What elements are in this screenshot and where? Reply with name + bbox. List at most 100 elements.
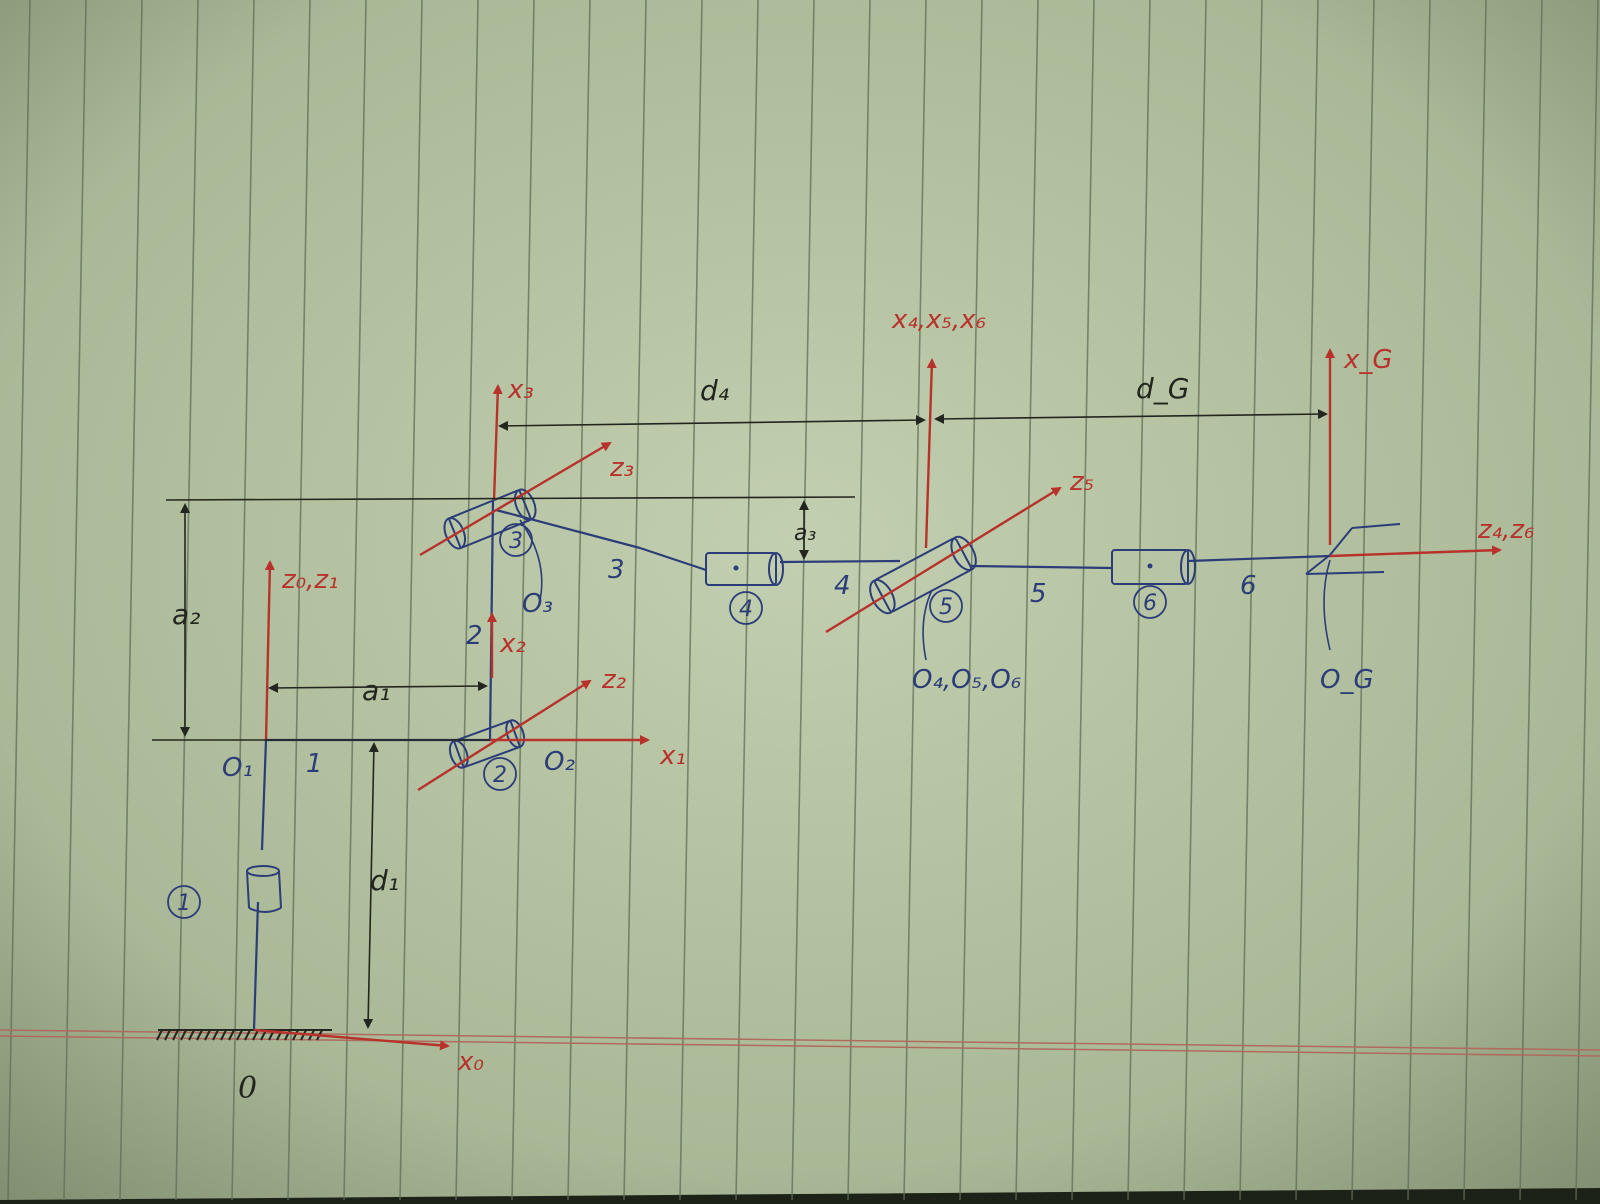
ground-hatch-mark: [172, 1029, 179, 1041]
ruling-line: [63, 0, 87, 1201]
z4-z6-axis: [1329, 545, 1502, 558]
ruling-line: [511, 0, 535, 1201]
ruling-line: [1575, 0, 1599, 1201]
ruling-line: [455, 0, 479, 1201]
joint-2-circle: [483, 757, 517, 791]
ruling-line: [735, 0, 759, 1201]
ruling-line: [1519, 0, 1543, 1201]
ruling-line: [567, 0, 591, 1201]
z0-z1-label: z₀,z₁: [281, 565, 338, 595]
ground-hatch-mark: [156, 1029, 163, 1041]
ground-hatch-mark: [244, 1029, 251, 1041]
ground-hatch-mark: [164, 1029, 171, 1041]
joint-2-cylinder: [448, 719, 526, 769]
ruling-line: [1407, 0, 1431, 1201]
notebook-ruling: [7, 0, 1599, 1201]
ruling-line: [1239, 0, 1263, 1201]
xg-label: x_G: [1343, 345, 1393, 375]
margin-line: [0, 1035, 1600, 1057]
link-6-number: 6: [1240, 571, 1257, 601]
origin-o456-label: O₄,O₅,O₆: [912, 665, 1021, 695]
ground-hatch-mark: [228, 1029, 235, 1041]
x3-axis: [492, 384, 503, 501]
z0-z1-axis: [264, 560, 275, 741]
x4-x5-x6-axis: [924, 358, 937, 549]
joint-3-number: 3: [509, 529, 523, 554]
ground-hatch-mark: [188, 1029, 195, 1041]
ground-hatch-mark: [212, 1029, 219, 1041]
link-4-number: 4: [834, 571, 851, 601]
link-5: [969, 564, 1113, 570]
d4-label: d₄: [700, 374, 729, 407]
joint-6-cylinder: [1111, 549, 1196, 585]
ruling-line: [231, 0, 255, 1201]
joint-5-circle: [929, 589, 963, 623]
a2-label: a₂: [172, 598, 200, 631]
dg-label: d_G: [1136, 372, 1189, 405]
link-1-vertical: [260, 739, 268, 851]
joint-2-number: 2: [493, 763, 507, 788]
ground-hatch-mark: [284, 1029, 291, 1041]
link-6: [1187, 554, 1331, 563]
link-3-number: 3: [608, 555, 625, 585]
ruling-line: [679, 0, 703, 1201]
ruling-line: [791, 0, 815, 1201]
ruling-line: [119, 0, 143, 1201]
joint-4-number: 4: [739, 597, 753, 622]
link-2-number: 2: [466, 621, 483, 651]
link-1-number: 1: [306, 749, 323, 779]
x0-label: x₀: [457, 1047, 484, 1077]
joint-1-cylinder: [246, 865, 282, 913]
link-5-number: 5: [1030, 579, 1047, 609]
ruling-line: [623, 0, 647, 1201]
ruling-line: [7, 0, 31, 1201]
x2-label: x₂: [499, 629, 526, 659]
ground-hatch-mark: [252, 1029, 259, 1041]
ruling-line: [959, 0, 983, 1201]
dg-dimension: [934, 409, 1328, 424]
ground-hatch-mark: [292, 1029, 299, 1041]
z2-axis: [417, 679, 592, 792]
ruling-line: [287, 0, 311, 1201]
ruling-line: [1183, 0, 1207, 1201]
reference-line-upper: [165, 496, 856, 501]
margin-line: [0, 1029, 1600, 1051]
z4-z6-label: z₄,z₆: [1477, 515, 1534, 545]
ruling-line: [847, 0, 871, 1201]
joint-4-cylinder: [705, 552, 784, 586]
joint-3-circle: [499, 523, 533, 557]
d4-dimension: [498, 415, 926, 431]
ruling-line: [1127, 0, 1151, 1201]
x1-label: x₁: [659, 741, 686, 771]
origin-o3-label: O₃: [522, 589, 553, 619]
a3-label: a₃: [794, 521, 816, 546]
base-label: 0: [238, 1071, 257, 1106]
ground-hatch-mark: [196, 1029, 203, 1041]
joint-1-number: 1: [177, 891, 191, 916]
x0-axis: [253, 1028, 450, 1051]
z3-label: z₃: [609, 453, 634, 483]
x3-label: x₃: [507, 375, 534, 405]
origin-o1-label: O₁: [222, 753, 253, 783]
z5-label: z₅: [1069, 467, 1094, 497]
origin-og-label: O_G: [1320, 665, 1374, 695]
gripper: [1305, 523, 1401, 575]
ground-hatch-mark: [180, 1029, 187, 1041]
ground-hatch-mark: [220, 1029, 227, 1041]
joint-5-number: 5: [939, 595, 953, 620]
link-3-upper: [495, 508, 641, 550]
o456-leader: [922, 589, 933, 661]
a1-label: a₁: [362, 674, 390, 707]
ruling-line: [1351, 0, 1375, 1201]
ruling-line: [343, 0, 367, 1201]
joint-1-circle: [167, 885, 201, 919]
ground-hatch-mark: [236, 1029, 243, 1041]
z5-axis: [825, 486, 1062, 634]
ruling-line: [1015, 0, 1039, 1201]
ground-hatch-mark: [204, 1029, 211, 1041]
origin-o2-label: O₂: [544, 747, 575, 777]
link-3-lower: [639, 546, 707, 572]
